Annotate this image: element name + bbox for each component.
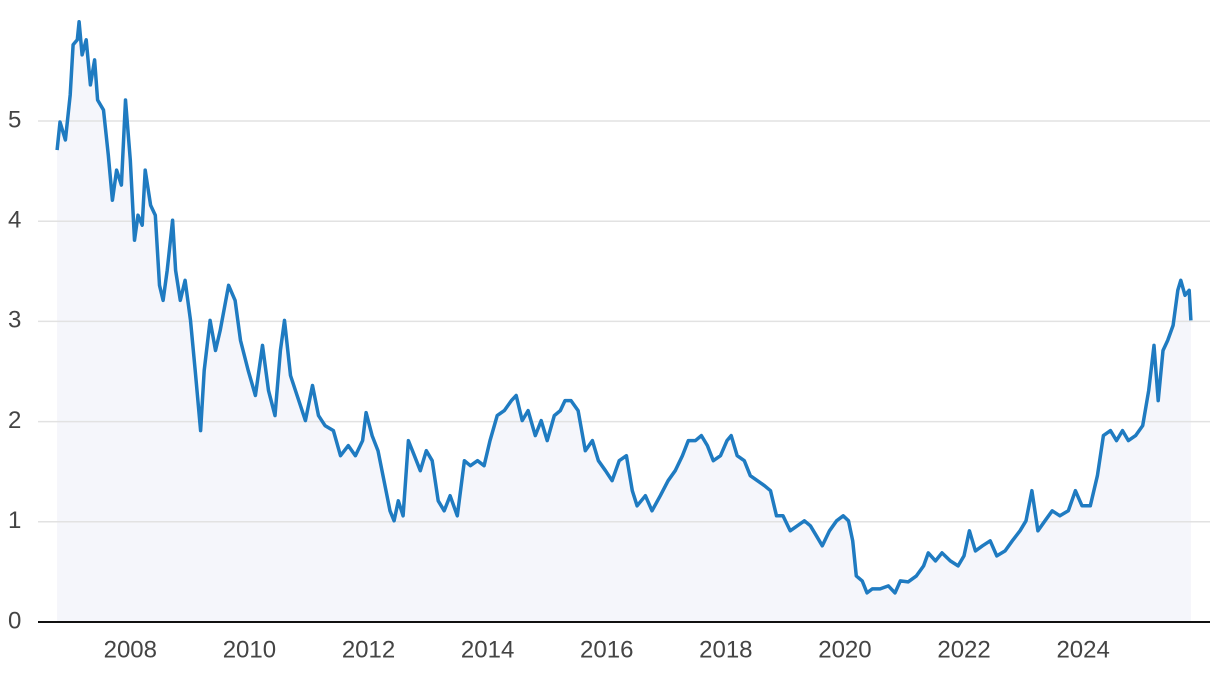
x-tick-label: 2012 bbox=[342, 636, 395, 663]
y-tick-label: 3 bbox=[8, 307, 21, 334]
line bbox=[55, 20, 1193, 595]
y-tick-label: 5 bbox=[8, 106, 21, 133]
x-tick-label: 2008 bbox=[104, 636, 157, 663]
x-tick-label: 2024 bbox=[1056, 636, 1109, 663]
y-tick-label: 2 bbox=[8, 407, 21, 434]
y-tick-label: 1 bbox=[8, 507, 21, 534]
y-tick-label: 0 bbox=[8, 607, 21, 634]
x-tick-label: 2018 bbox=[699, 636, 752, 663]
x-tick-label: 2010 bbox=[223, 636, 276, 663]
x-tick-label: 2014 bbox=[461, 636, 514, 663]
area bbox=[57, 21, 1191, 623]
x-tick-label: 2020 bbox=[818, 636, 871, 663]
y-tick-label: 4 bbox=[8, 207, 21, 234]
x-tick-label: 2022 bbox=[937, 636, 990, 663]
x-tick-label: 2016 bbox=[580, 636, 633, 663]
